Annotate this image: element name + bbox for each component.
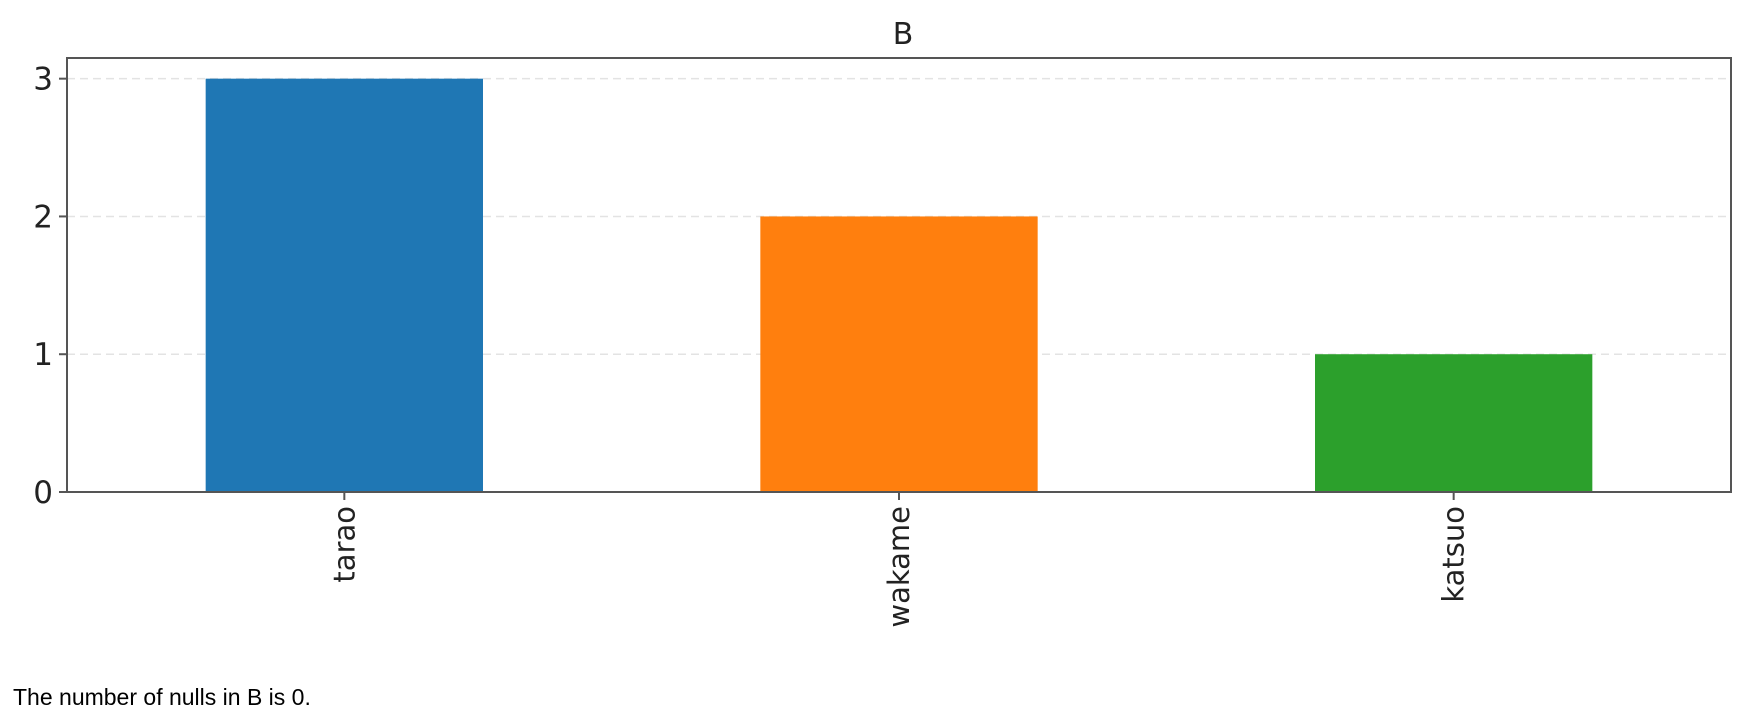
bars <box>205 78 1593 493</box>
bar-wakame <box>760 216 1038 492</box>
x-axis-ticks: tarao wakame katsuo <box>327 492 1471 628</box>
chart-title: B <box>893 17 914 52</box>
bar-tarao <box>205 78 483 493</box>
x-tick-label: tarao <box>327 506 361 583</box>
y-axis-ticks: 0 1 2 3 <box>33 62 67 511</box>
y-tick-label: 2 <box>33 199 53 235</box>
y-tick-label: 3 <box>33 62 53 98</box>
x-tick-label: katsuo <box>1437 506 1471 603</box>
x-tick-label: wakame <box>882 506 916 628</box>
bar-katsuo <box>1315 354 1593 492</box>
nulls-summary-text: The number of nulls in B is 0. <box>13 684 311 710</box>
y-tick-label: 1 <box>33 337 53 373</box>
y-tick-label: 0 <box>33 475 53 511</box>
